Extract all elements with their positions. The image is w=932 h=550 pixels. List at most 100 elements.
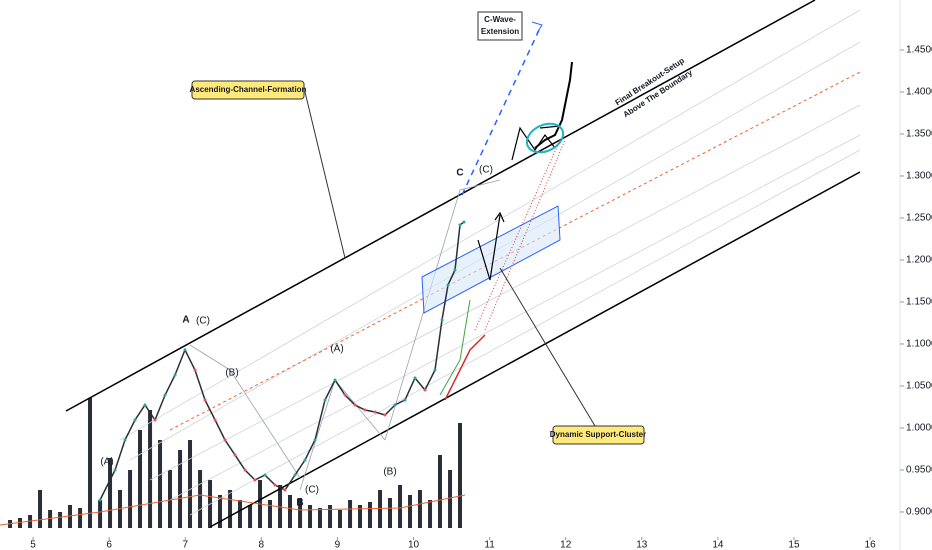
volume-bar: [228, 490, 233, 528]
wave-label: (B): [383, 467, 396, 478]
x-tick-label: 14: [712, 540, 724, 550]
y-tick-label: 1.1000: [906, 339, 932, 350]
price-point: [293, 473, 297, 477]
volume-bar: [138, 430, 143, 528]
price-point: [123, 438, 127, 442]
wave-label: (B): [225, 368, 238, 379]
volume-bar: [68, 505, 73, 528]
wave-label: (A): [330, 344, 343, 355]
volume-bar: [58, 512, 63, 528]
price-point: [143, 403, 147, 407]
volume-bar: [148, 410, 153, 528]
wave-label: (C): [196, 316, 210, 327]
price-point: [213, 418, 217, 422]
price-point: [353, 403, 357, 407]
projection: [461, 27, 541, 196]
price-point: [363, 408, 367, 412]
price-point: [373, 410, 377, 414]
x-tick-label: 10: [408, 540, 420, 550]
callout-pointer: [304, 91, 346, 259]
wave-label: (A): [100, 457, 113, 468]
wave-label: (C): [479, 165, 493, 176]
volume-bar: [267, 500, 272, 528]
volume-bar: [288, 495, 293, 528]
volume-bar: [408, 495, 413, 528]
volume-bar: [78, 508, 83, 528]
annotation: Extension: [481, 27, 519, 36]
volume-bar: [378, 490, 383, 528]
x-tick-label: 13: [636, 540, 648, 550]
price-point: [113, 468, 117, 472]
label-box: [477, 11, 523, 41]
volume-bar: [238, 500, 243, 528]
price-point: [393, 403, 397, 407]
wave-label: B: [296, 498, 303, 509]
x-tick-label: 8: [259, 540, 265, 550]
y-tick-label: 1.4500: [906, 45, 932, 56]
price-point: [223, 438, 227, 442]
y-tick-label: 1.3500: [906, 129, 932, 140]
volume-bar: [317, 508, 322, 528]
volume-ma: [0, 494, 466, 526]
price-point: [383, 413, 387, 417]
volume-bar: [198, 470, 203, 528]
volume-bar: [448, 470, 453, 528]
x-tick-label: 16: [865, 540, 877, 550]
wave-label: A: [182, 315, 189, 326]
volume-bar: [298, 498, 303, 528]
volume-bar: [128, 470, 133, 528]
annotation: Ascending-Channel-Formation: [190, 85, 307, 94]
annotation: Dynamic Support-Cluster: [550, 430, 646, 439]
drawings: [0, 0, 861, 528]
x-tick-label: 5: [30, 540, 36, 550]
path-arrow: [477, 211, 505, 281]
price-point: [440, 318, 444, 322]
callout-box: [552, 425, 645, 445]
price-point: [263, 473, 267, 477]
x-tick-label: 9: [335, 540, 341, 550]
projection-dots: [474, 139, 566, 331]
x-tick-label: 6: [106, 540, 112, 550]
volume-bar: [217, 495, 222, 528]
x-tick-label: 12: [560, 540, 572, 550]
volume-bar: [428, 500, 433, 528]
price-point: [243, 468, 247, 472]
price-point: [462, 220, 466, 224]
callout-pointer: [499, 267, 596, 427]
volume-bar: [188, 440, 193, 528]
y-tick-label: 1.1500: [906, 297, 932, 308]
volume-bar: [458, 423, 463, 528]
y-tick-label: 1.0500: [906, 381, 932, 392]
volume-bar: [308, 505, 313, 528]
volume-bar: [398, 485, 403, 528]
volume-bar: [358, 505, 363, 528]
x-tick-label: 7: [182, 540, 188, 550]
projected-price: [534, 61, 573, 149]
price-point: [98, 498, 102, 502]
price-point: [446, 283, 450, 287]
price-point: [273, 483, 277, 487]
price-point: [163, 393, 167, 397]
volume-bar: [168, 470, 173, 528]
price-point: [233, 453, 237, 457]
price-point: [283, 488, 287, 492]
channel-fan: [119, 9, 861, 516]
volume-bar: [88, 398, 93, 528]
price-point: [333, 378, 337, 382]
ma-green: [439, 299, 471, 396]
volume-bar: [98, 500, 103, 528]
volume-bar: [417, 490, 422, 528]
volume-bar: [248, 505, 253, 528]
price-point: [203, 398, 207, 402]
price-point: [458, 223, 462, 227]
annotation: C-Wave-: [484, 15, 516, 24]
y-tick-label: 1.3000: [906, 171, 932, 182]
volume-bar: [48, 510, 53, 528]
volume-bar: [108, 458, 113, 528]
volume-bar: [158, 440, 163, 528]
y-tick-label: 1.2500: [906, 213, 932, 224]
callout-box: [191, 80, 305, 100]
price-point: [323, 398, 327, 402]
